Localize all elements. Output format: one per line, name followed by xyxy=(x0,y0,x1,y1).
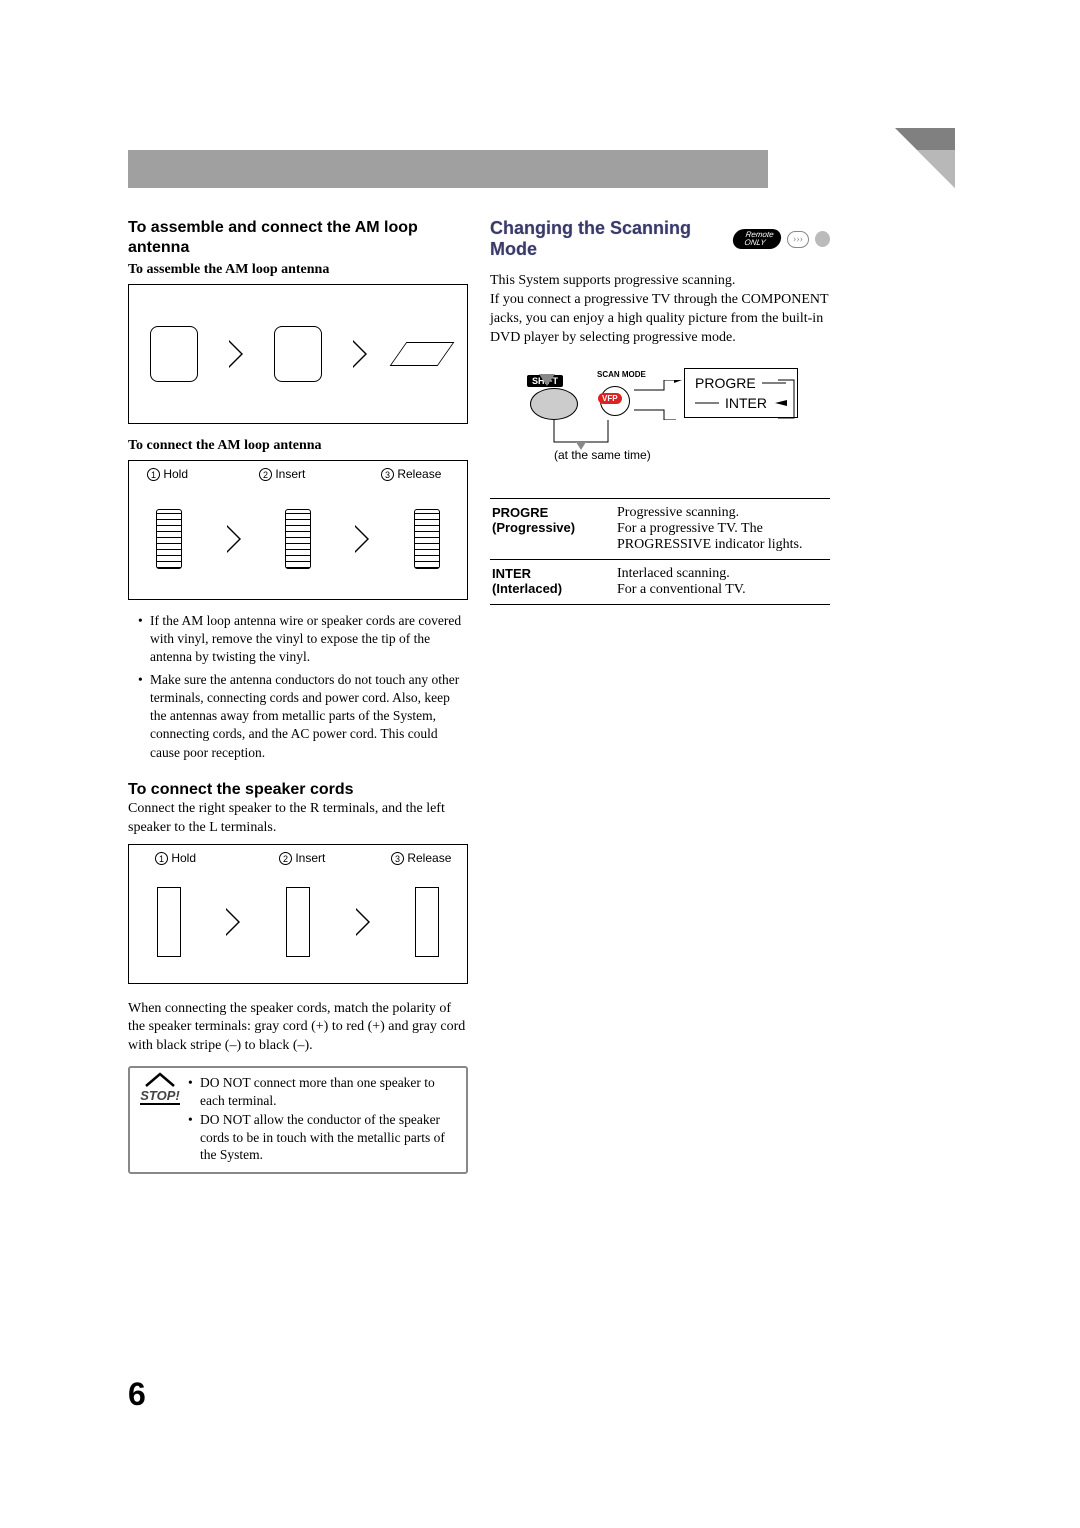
same-time-connector xyxy=(548,420,618,450)
progre-key2: (Progressive) xyxy=(492,520,617,535)
inter-key1: INTER xyxy=(492,566,617,581)
table-row-inter: INTER (Interlaced) Interlaced scanning. … xyxy=(490,560,830,604)
scan-intro-1: This System supports progressive scannin… xyxy=(490,272,830,291)
loop-connector xyxy=(778,376,798,422)
left-column: To assemble and connect the AM loop ante… xyxy=(128,218,468,1174)
connector-lines xyxy=(634,380,684,420)
heading-assemble-antenna: To assemble and connect the AM loop ante… xyxy=(128,218,468,258)
heading-scanning-mode: Changing the Scanning Mode xyxy=(490,218,727,260)
diagram-assemble-antenna xyxy=(128,284,468,424)
heading-speaker-cords: To connect the speaker cords xyxy=(128,780,468,800)
progre-key1: PROGRE xyxy=(492,505,617,520)
progre-text: PROGRE xyxy=(695,375,756,391)
vfp-button-graphic: VFP xyxy=(600,386,630,416)
warning-1: DO NOT connect more than one speaker to … xyxy=(190,1074,458,1109)
warning-2: DO NOT allow the conductor of the speake… xyxy=(190,1111,458,1164)
antenna-note-1: If the AM loop antenna wire or speaker c… xyxy=(140,612,468,667)
speaker-step2-label: 2 Insert xyxy=(279,851,325,865)
vfp-label: VFP xyxy=(598,393,622,404)
step1-label: 1 Hold xyxy=(147,467,188,481)
shift-button-graphic: SHIFT xyxy=(530,388,578,420)
dot-icon xyxy=(815,231,830,247)
speaker-step3-label: 3 Release xyxy=(391,851,451,865)
diagram-scan-mode: SHIFT VFP SCAN MODE PROGRE INTER xyxy=(490,360,830,480)
beep-icon: ››› xyxy=(787,231,809,248)
warning-list: DO NOT connect more than one speaker to … xyxy=(190,1074,458,1166)
step2-label: 2 Insert xyxy=(259,467,305,481)
header-gray-bar xyxy=(128,150,768,188)
scan-mode-label: SCAN MODE xyxy=(597,370,646,379)
diagram-connect-antenna: 1 Hold 2 Insert 3 Release xyxy=(128,460,468,600)
page-number: 6 xyxy=(128,1376,146,1413)
heading-scanning-mode-row: Changing the Scanning Mode Remote ONLY ›… xyxy=(490,218,830,260)
scan-mode-table: PROGRE (Progressive) Progressive scannin… xyxy=(490,498,830,605)
antenna-notes-list: If the AM loop antenna wire or speaker c… xyxy=(128,612,468,762)
inter-key2: (Interlaced) xyxy=(492,581,617,596)
speaker-intro-text: Connect the right speaker to the R termi… xyxy=(128,800,468,838)
diagram-speaker-cords: 1 Hold 2 Insert 3 Release xyxy=(128,844,468,984)
subheading-assemble: To assemble the AM loop antenna xyxy=(128,262,468,278)
table-row-progre: PROGRE (Progressive) Progressive scannin… xyxy=(490,499,830,560)
antenna-note-2: Make sure the antenna conductors do not … xyxy=(140,671,468,762)
same-time-label: (at the same time) xyxy=(554,448,651,462)
down-arrow-icon xyxy=(535,372,559,388)
progre-val: Progressive scanning. For a progressive … xyxy=(617,505,828,553)
inter-text: INTER xyxy=(725,395,767,411)
speaker-step1-label: 1 Hold xyxy=(155,851,196,865)
stop-icon: STOP! xyxy=(138,1074,182,1166)
step3-label: 3 Release xyxy=(381,467,441,481)
remote-only-badge: Remote ONLY xyxy=(732,229,783,249)
header-triangle-light xyxy=(917,150,955,188)
scan-intro-2: If you connect a progressive TV through … xyxy=(490,291,830,348)
speaker-warning-box: STOP! DO NOT connect more than one speak… xyxy=(128,1066,468,1174)
inter-val: Interlaced scanning. For a conventional … xyxy=(617,566,828,598)
speaker-polarity-text: When connecting the speaker cords, match… xyxy=(128,1000,468,1057)
subheading-connect: To connect the AM loop antenna xyxy=(128,438,468,454)
right-column: Changing the Scanning Mode Remote ONLY ›… xyxy=(490,218,830,605)
